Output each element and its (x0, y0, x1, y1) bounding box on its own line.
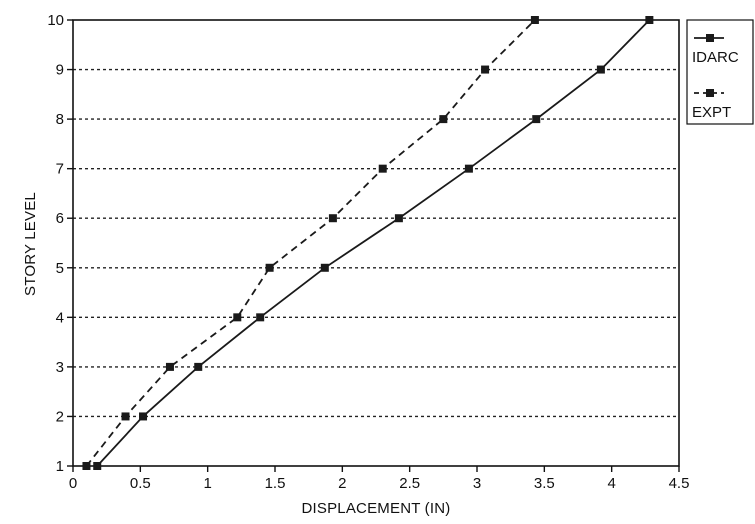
legend-label: EXPT (692, 104, 731, 121)
x-tick-label: 3.5 (534, 475, 555, 492)
data-point (139, 412, 148, 421)
legend: IDARC EXPT (686, 19, 754, 125)
data-point (378, 164, 387, 173)
data-point (165, 362, 174, 371)
y-tick-label: 10 (47, 12, 64, 29)
data-point (464, 164, 473, 173)
data-point (530, 16, 539, 24)
data-point (320, 263, 329, 272)
series-expt (82, 16, 539, 470)
series-group (82, 16, 654, 470)
series-idarc (93, 16, 654, 470)
data-point (82, 462, 91, 470)
x-tick-label: 3 (473, 475, 481, 492)
x-tick-label: 4 (607, 475, 615, 492)
x-tick-label: 2 (338, 475, 346, 492)
legend-swatch-marker (706, 89, 714, 97)
x-tick-label: 0 (69, 475, 77, 492)
y-tick-label: 1 (56, 458, 64, 475)
y-tick-label: 3 (56, 359, 64, 376)
y-tick-label: 6 (56, 210, 64, 227)
data-point (121, 412, 130, 421)
data-point (596, 65, 605, 74)
x-tick-label: 1 (203, 475, 211, 492)
data-point (194, 362, 203, 371)
y-tick-label: 2 (56, 408, 64, 425)
y-tick-label: 8 (56, 111, 64, 128)
y-tick-label: 7 (56, 161, 64, 178)
legend-label: IDARC (692, 49, 739, 66)
series-line-expt (85, 19, 536, 467)
data-point (328, 214, 337, 223)
x-tick-label: 1.5 (265, 475, 286, 492)
x-axis-title: DISPLACEMENT (IN) (302, 500, 451, 517)
data-point (439, 115, 448, 124)
data-point (645, 16, 654, 24)
x-tick-label: 0.5 (130, 475, 151, 492)
data-point (265, 263, 274, 272)
y-tick-label: 4 (56, 309, 64, 326)
y-axis-title: STORY LEVEL (22, 192, 39, 296)
data-point (394, 214, 403, 223)
plot-frame (72, 19, 680, 467)
tick-labels: 1 2 3 4 5 6 7 8 9 10 0 0.5 1 1.5 2 2.5 3 3.5 4 4.5 (47, 12, 689, 492)
data-point (532, 115, 541, 124)
data-point (481, 65, 490, 74)
x-tick-label: 2.5 (399, 475, 420, 492)
axes (67, 19, 680, 472)
x-tick-label: 4.5 (669, 475, 690, 492)
y-tick-label: 5 (56, 260, 64, 277)
gridlines (73, 68, 679, 418)
legend-swatch-marker (706, 34, 714, 42)
data-point (233, 313, 242, 322)
data-point (256, 313, 265, 322)
y-tick-label: 9 (56, 62, 64, 79)
series-line-idarc (96, 19, 651, 467)
data-point (93, 462, 102, 470)
